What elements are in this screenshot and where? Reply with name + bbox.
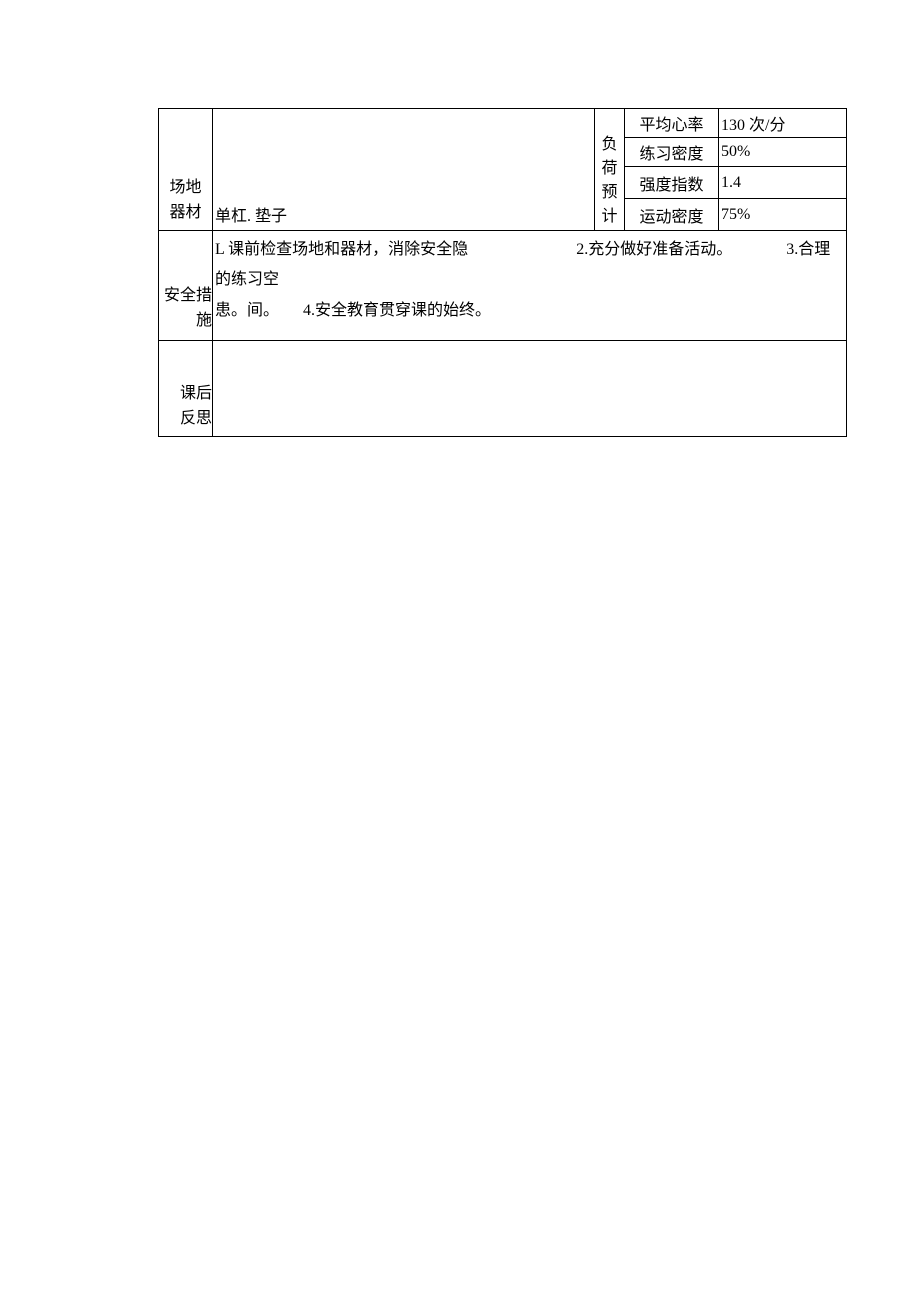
exercise-density-label: 运动密度	[625, 199, 719, 231]
practice-density-value: 50%	[719, 138, 847, 167]
safety-text-1: L 课前检查场地和器材，消除安全隐	[215, 241, 468, 258]
venue-label-line2: 器材	[169, 204, 201, 221]
intensity-index-label: 强度指数	[625, 167, 719, 199]
post-reflection-content	[213, 341, 847, 437]
venue-label-line1: 场地	[169, 179, 201, 196]
avg-heart-rate-label: 平均心率	[625, 109, 719, 138]
load-label-line2: 预计	[601, 184, 617, 225]
safety-text-4b: 4.安全教育贯穿课的始终。	[303, 302, 491, 319]
safety-label-line1: 安全措	[164, 287, 212, 304]
reflect-label-line1: 课后	[180, 385, 212, 402]
reflect-label-line2: 反思	[180, 410, 212, 427]
safety-label-line2: 施	[196, 312, 212, 329]
lesson-plan-table: 场地 器材 单杠. 垫子 负荷 预计 平均心率 130 次/分 练习密度 50%…	[158, 108, 847, 437]
load-estimate-label: 负荷 预计	[595, 109, 625, 231]
equipment-value: 单杠. 垫子	[215, 208, 287, 225]
avg-heart-rate-value: 130 次/分	[719, 109, 847, 138]
safety-measures-label: 安全措 施	[159, 231, 213, 341]
safety-text-2: 2.充分做好准备活动。	[576, 241, 732, 258]
practice-density-label: 练习密度	[625, 138, 719, 167]
post-reflection-label: 课后 反思	[159, 341, 213, 437]
equipment-cell: 单杠. 垫子	[213, 109, 595, 231]
load-label-line1: 负荷	[601, 136, 617, 177]
safety-measures-content: L 课前检查场地和器材，消除安全隐2.充分做好准备活动。3.合理的练习空 患。间…	[213, 231, 847, 341]
intensity-index-value: 1.4	[719, 167, 847, 199]
venue-equipment-label: 场地 器材	[159, 109, 213, 231]
exercise-density-value: 75%	[719, 199, 847, 231]
safety-text-4a: 患。间。	[215, 302, 279, 319]
